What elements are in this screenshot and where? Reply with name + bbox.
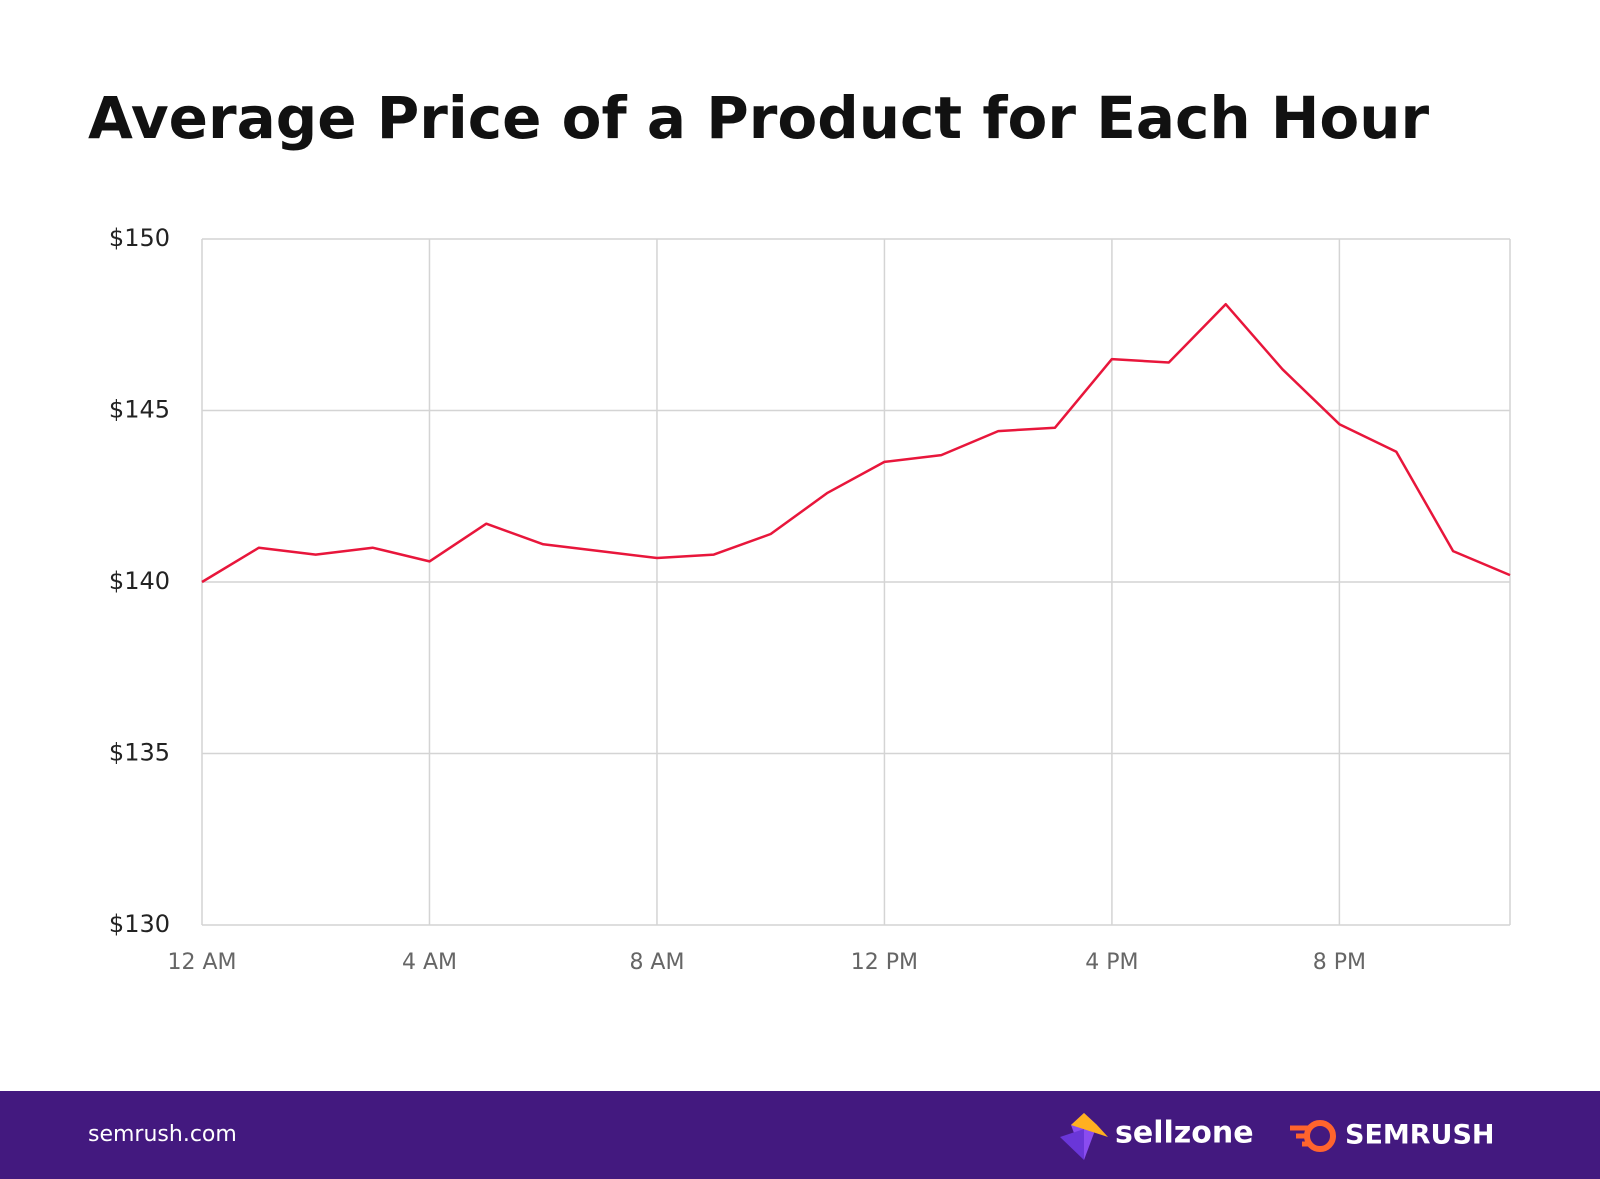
x-tick-label: 4 AM xyxy=(402,950,457,975)
x-tick-label: 8 AM xyxy=(629,950,684,975)
y-tick-label: $150 xyxy=(109,224,170,252)
x-tick-label: 8 PM xyxy=(1313,950,1366,975)
y-tick-label: $145 xyxy=(109,396,170,424)
plot-area: $130 $135 $140 $145 $150 12 AM 4 AM 8 AM 12 PM 4 … xyxy=(109,224,1511,975)
footer-site: semrush.com xyxy=(88,1122,237,1147)
y-tick-label: $140 xyxy=(109,567,170,595)
semrush-icon xyxy=(1290,1120,1336,1152)
x-tick-label: 12 AM xyxy=(167,950,236,975)
sellzone-logo: sellzone xyxy=(1115,1116,1254,1151)
price-line xyxy=(201,302,1511,584)
y-tick-label: $135 xyxy=(109,739,170,767)
x-tick-label: 12 PM xyxy=(851,950,918,975)
y-tick-label: $130 xyxy=(109,910,170,938)
sellzone-icon xyxy=(1060,1113,1108,1160)
chart-title: Average Price of a Product for Each Hour xyxy=(88,84,1430,152)
semrush-logo: SEMRUSH xyxy=(1345,1120,1495,1151)
x-tick-label: 4 PM xyxy=(1085,950,1138,975)
